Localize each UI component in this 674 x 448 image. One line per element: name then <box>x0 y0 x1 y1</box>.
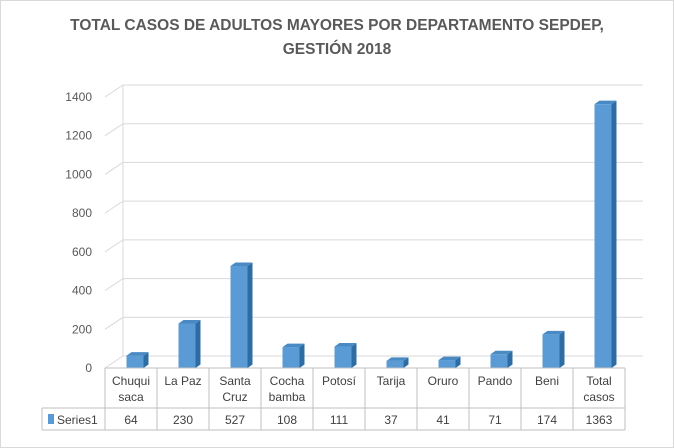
bar-top <box>594 100 617 105</box>
series-name: Series1 <box>57 413 98 427</box>
bar-front <box>542 334 560 368</box>
y-axis-ticks: 0 200 400 600 800 1000 1200 1400 <box>65 90 92 375</box>
data-table: Chuqui saca La Paz Santa Cruz Cocha bamba Potos… <box>41 367 626 431</box>
bar-top <box>490 350 513 355</box>
y-tick-label: 200 <box>72 322 92 336</box>
category-label: Cruz <box>222 390 247 404</box>
bar <box>438 356 461 368</box>
data-label: 64 <box>124 413 138 427</box>
bar <box>542 330 565 368</box>
bar-side <box>507 350 513 368</box>
legend-key <box>48 414 54 424</box>
bar-top <box>230 262 253 266</box>
bar <box>126 352 149 368</box>
bar-side <box>143 352 149 368</box>
category-label: Chuqui <box>112 374 150 388</box>
gridline <box>104 84 643 98</box>
gridline <box>104 239 643 253</box>
y-tick-label: 1400 <box>65 90 92 104</box>
y-tick-label: 1000 <box>65 167 92 181</box>
chart-title: TOTAL CASOS DE ADULTOS MAYORES POR DEPAR… <box>0 14 674 62</box>
bar-top <box>178 319 201 324</box>
category-label: Oruro <box>428 374 459 388</box>
bar-front <box>386 360 404 368</box>
category-label: casos <box>583 390 614 404</box>
category-label: Tarija <box>377 374 406 388</box>
gridline <box>104 200 643 214</box>
bar-side <box>351 343 357 368</box>
category-label: saca <box>118 390 144 404</box>
data-label: 1363 <box>586 413 613 427</box>
gridline <box>104 161 643 175</box>
bar-top <box>126 352 149 356</box>
category-label: Santa <box>219 374 251 388</box>
data-label: 108 <box>277 413 297 427</box>
category-label: bamba <box>269 390 306 404</box>
y-tick-label: 1200 <box>65 129 92 143</box>
gridlines <box>104 84 643 369</box>
bar <box>594 100 617 368</box>
category-label: Pando <box>478 374 513 388</box>
chart-title-line-1: TOTAL CASOS DE ADULTOS MAYORES POR DEPAR… <box>70 17 604 34</box>
bar-front <box>230 265 248 368</box>
y-tick-label: 600 <box>72 245 92 259</box>
bar-front <box>282 347 300 368</box>
bar-side <box>559 330 565 368</box>
bar-front <box>490 354 508 368</box>
y-tick-label: 400 <box>72 284 92 298</box>
bar-front <box>334 346 352 368</box>
bar-side <box>611 100 617 368</box>
bar-front <box>126 355 144 368</box>
y-tick-label: 800 <box>72 206 92 220</box>
data-label: 37 <box>384 413 398 427</box>
category-label: Beni <box>535 374 559 388</box>
gridline <box>104 123 643 137</box>
bar-side <box>195 319 201 368</box>
data-label: 111 <box>330 413 349 427</box>
data-label: 527 <box>225 413 245 427</box>
category-label: Potosí <box>322 374 357 388</box>
bars <box>126 100 617 368</box>
data-label: 71 <box>488 413 502 427</box>
data-label: 174 <box>537 413 557 427</box>
bar-top <box>282 343 305 348</box>
bar-front <box>594 104 612 368</box>
bar-top <box>386 357 409 361</box>
category-label: Cocha <box>270 374 305 388</box>
category-label: La Paz <box>164 374 201 388</box>
bar-front <box>178 323 196 368</box>
y-tick-label: 0 <box>85 361 92 375</box>
data-label: 41 <box>436 413 450 427</box>
bar <box>230 262 253 368</box>
bar <box>282 343 305 368</box>
bar <box>334 343 357 368</box>
bar-front <box>438 360 456 368</box>
chart-title-line-2: GESTIÓN 2018 <box>282 41 392 58</box>
bar-top <box>334 343 357 347</box>
category-label: Total <box>586 374 611 388</box>
bar-side <box>247 262 253 368</box>
bar-top <box>542 330 565 335</box>
gridline <box>104 278 643 291</box>
bar <box>386 357 409 368</box>
bar-side <box>455 356 461 368</box>
bar-top <box>438 356 461 361</box>
bar <box>490 350 513 368</box>
bar-side <box>299 343 305 368</box>
bar <box>178 319 201 368</box>
data-label: 230 <box>173 413 193 427</box>
bar-side <box>403 357 409 368</box>
